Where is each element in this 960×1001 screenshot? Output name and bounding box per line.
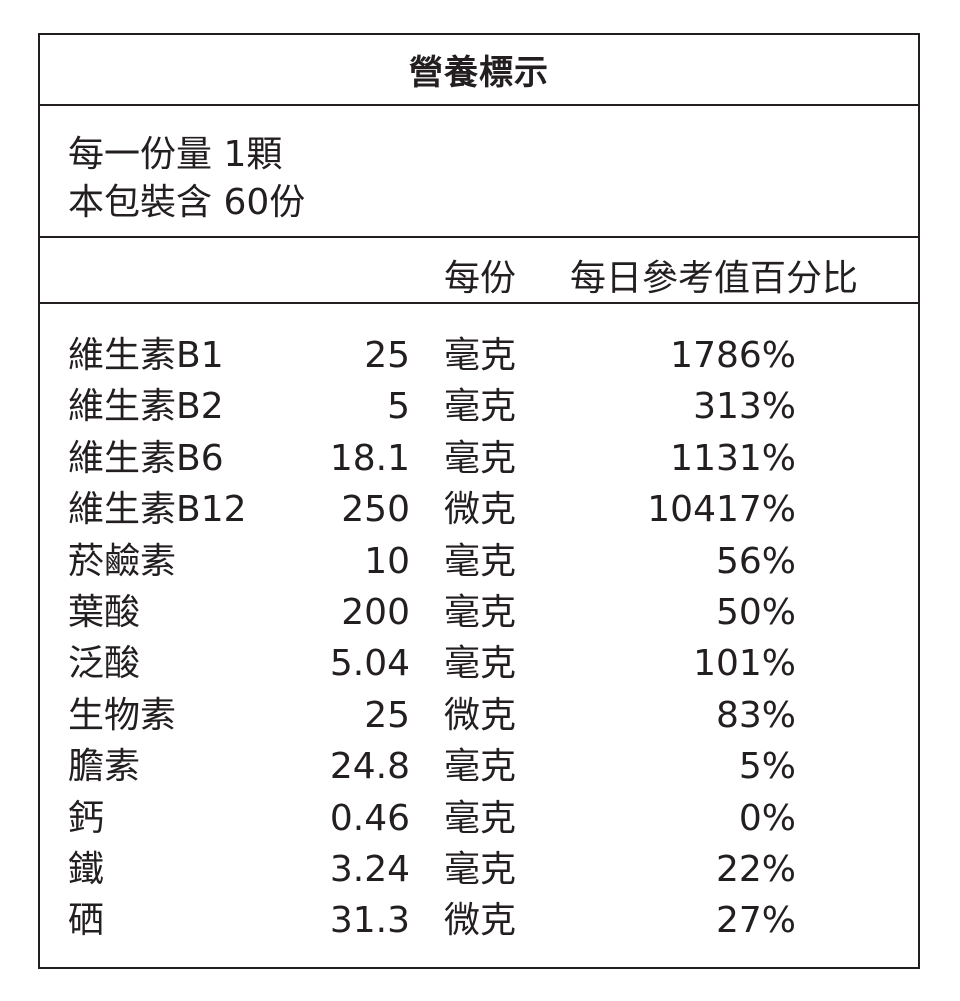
per-serving-header: 每份 xyxy=(444,258,517,299)
nutrient-percent: 101% xyxy=(693,643,796,685)
nutrient-name: 維生素B1 xyxy=(68,335,224,376)
nutrient-row: 泛酸 5.04 毫克 101% xyxy=(40,640,918,691)
nutrient-amount: 250 xyxy=(341,489,410,531)
nutrient-name: 鈣 xyxy=(68,797,105,839)
nutrient-row: 硒 31.3 微克 27% xyxy=(40,897,918,948)
nutrient-row: 維生素B6 18.1 毫克 1131% xyxy=(40,435,918,486)
nutrient-percent: 0% xyxy=(738,797,796,839)
daily-value-header: 每日參考值百分比 xyxy=(570,258,859,299)
nutrient-percent: 5% xyxy=(738,746,796,788)
nutrient-name: 泛酸 xyxy=(68,643,141,685)
nutrient-amount: 25 xyxy=(364,335,410,376)
nutrient-amount: 25 xyxy=(364,694,410,736)
nutrient-unit: 毫克 xyxy=(444,437,517,479)
nutrient-unit: 毫克 xyxy=(444,335,517,376)
nutrient-amount: 3.24 xyxy=(329,848,410,890)
nutrient-row: 葉酸 200 毫克 50% xyxy=(40,589,918,640)
nutrient-name: 維生素B2 xyxy=(68,386,224,428)
nutrient-name: 菸鹼素 xyxy=(68,540,177,582)
nutrient-amount: 18.1 xyxy=(329,437,410,479)
nutrient-row: 鐵 3.24 毫克 22% xyxy=(40,846,918,897)
nutrient-name: 膽素 xyxy=(68,746,141,788)
nutrient-amount: 5.04 xyxy=(329,643,410,685)
nutrient-unit: 毫克 xyxy=(444,746,517,788)
nutrient-unit: 毫克 xyxy=(444,386,517,428)
nutrient-row: 維生素B1 25 毫克 1786% xyxy=(40,332,918,383)
nutrient-amount: 5 xyxy=(387,386,410,428)
nutrition-label: 營養標示 每一份量 1顆 本包裝含 60份 每份 每日參考值百分比 維生素B1 … xyxy=(38,33,920,969)
serving-size: 每一份量 1顆 xyxy=(68,134,283,175)
nutrient-unit: 毫克 xyxy=(444,643,517,685)
nutrient-row: 膽素 24.8 毫克 5% xyxy=(40,743,918,794)
nutrient-name: 葉酸 xyxy=(68,591,141,633)
nutrient-row: 生物素 25 微克 83% xyxy=(40,692,918,743)
serving-info: 每一份量 1顆 本包裝含 60份 xyxy=(40,106,918,238)
nutrient-amount: 24.8 xyxy=(329,746,410,788)
nutrient-amount: 31.3 xyxy=(329,900,410,942)
column-header: 每份 每日參考值百分比 xyxy=(40,238,918,304)
nutrient-percent: 10417% xyxy=(647,489,796,531)
nutrient-name: 維生素B12 xyxy=(68,489,247,531)
label-title: 營養標示 xyxy=(40,35,918,106)
nutrient-row: 維生素B12 250 微克 10417% xyxy=(40,486,918,537)
nutrient-unit: 微克 xyxy=(444,900,517,942)
nutrient-unit: 毫克 xyxy=(444,848,517,890)
nutrient-percent: 1786% xyxy=(670,335,796,376)
nutrient-unit: 毫克 xyxy=(444,591,517,633)
nutrient-percent: 56% xyxy=(715,540,796,582)
servings-per-package: 本包裝含 60份 xyxy=(68,182,306,223)
nutrient-percent: 27% xyxy=(715,900,796,942)
nutrient-name: 維生素B6 xyxy=(68,437,224,479)
nutrient-unit: 微克 xyxy=(444,489,517,531)
nutrient-percent: 22% xyxy=(715,848,796,890)
nutrient-percent: 83% xyxy=(715,694,796,736)
nutrient-name: 硒 xyxy=(68,900,105,942)
nutrient-amount: 0.46 xyxy=(329,797,410,839)
nutrient-percent: 50% xyxy=(715,591,796,633)
nutrient-unit: 毫克 xyxy=(444,797,517,839)
nutrient-unit: 微克 xyxy=(444,694,517,736)
nutrient-percent: 313% xyxy=(693,386,796,428)
nutrient-row: 維生素B2 5 毫克 313% xyxy=(40,383,918,434)
nutrient-name: 鐵 xyxy=(68,848,105,890)
nutrient-row: 鈣 0.46 毫克 0% xyxy=(40,795,918,846)
nutrient-table: 維生素B1 25 毫克 1786% 維生素B2 5 毫克 313% 維生素B6 … xyxy=(40,304,918,949)
nutrient-row: 菸鹼素 10 毫克 56% xyxy=(40,538,918,589)
nutrient-amount: 200 xyxy=(341,591,410,633)
nutrient-amount: 10 xyxy=(364,540,410,582)
nutrient-name: 生物素 xyxy=(68,694,177,736)
nutrient-percent: 1131% xyxy=(670,437,796,479)
nutrient-unit: 毫克 xyxy=(444,540,517,582)
